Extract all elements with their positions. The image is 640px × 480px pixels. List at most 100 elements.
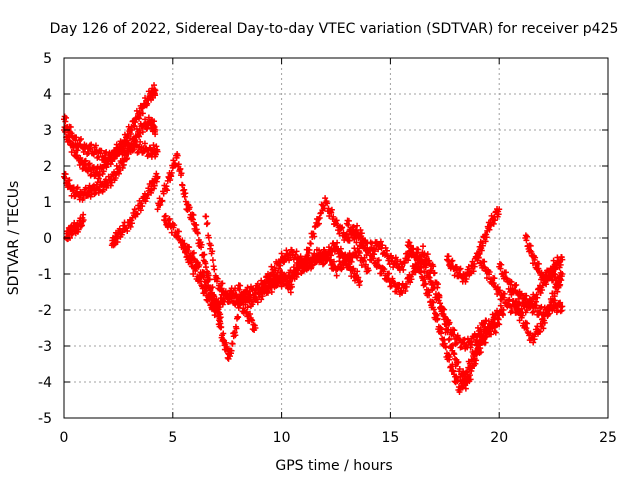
data-point	[513, 281, 520, 288]
data-point	[244, 284, 251, 291]
data-point	[198, 241, 205, 248]
data-point	[491, 275, 498, 282]
y-tick-label: 2	[43, 159, 52, 175]
data-point	[496, 287, 503, 294]
data-point	[80, 217, 87, 223]
data-point	[282, 255, 289, 262]
data-point	[218, 323, 225, 330]
data-point	[375, 257, 382, 264]
data-point	[557, 281, 564, 288]
data-point	[137, 207, 144, 214]
data-point	[268, 288, 275, 295]
data-point	[70, 142, 77, 149]
data-point	[182, 190, 189, 197]
data-point	[196, 262, 203, 269]
data-point	[535, 260, 542, 267]
data-point	[74, 152, 81, 159]
data-point	[98, 147, 105, 154]
x-tick-label: 10	[273, 430, 291, 446]
data-point	[181, 186, 188, 193]
data-point	[456, 365, 463, 372]
data-point	[455, 359, 462, 366]
data-point	[477, 332, 484, 339]
data-point	[115, 170, 122, 177]
data-point	[139, 129, 146, 136]
data-point	[119, 229, 126, 236]
data-point	[293, 267, 300, 274]
data-points	[61, 82, 566, 395]
data-point	[464, 371, 471, 378]
data-point	[88, 141, 95, 148]
data-point	[288, 283, 295, 290]
series-sat-n	[413, 246, 490, 352]
data-point	[249, 317, 256, 324]
data-point	[167, 177, 174, 184]
data-point	[488, 323, 495, 330]
data-point	[422, 280, 429, 287]
x-tick-label: 5	[168, 430, 177, 446]
data-point	[214, 275, 221, 282]
data-point	[150, 142, 157, 149]
data-point	[478, 247, 485, 254]
data-point	[482, 238, 489, 245]
data-point	[523, 233, 530, 240]
data-point	[219, 301, 226, 308]
data-point	[500, 312, 507, 319]
series-sat-e	[108, 170, 161, 249]
data-point	[369, 240, 376, 247]
data-point	[506, 296, 513, 303]
data-point	[233, 325, 240, 332]
data-point	[207, 242, 214, 249]
data-point	[491, 217, 498, 224]
data-point	[182, 198, 189, 205]
x-tick-label: 20	[490, 430, 508, 446]
data-point	[476, 250, 483, 257]
data-point	[95, 175, 102, 182]
data-point	[273, 279, 280, 286]
data-point	[424, 251, 431, 258]
data-point	[232, 332, 239, 339]
data-point	[500, 307, 507, 313]
data-point	[446, 319, 453, 326]
y-tick-label: -1	[38, 267, 52, 283]
data-point	[459, 384, 466, 391]
data-point	[530, 339, 537, 346]
data-point	[524, 320, 531, 327]
data-point	[557, 299, 564, 306]
data-point	[204, 220, 211, 227]
series-sat-b	[61, 82, 159, 182]
data-point	[420, 243, 427, 250]
data-point	[186, 204, 193, 211]
y-tick-label: 5	[43, 51, 52, 67]
data-point	[360, 237, 367, 244]
data-point	[319, 261, 326, 268]
data-point	[324, 200, 331, 207]
data-point	[467, 376, 474, 383]
data-point	[228, 347, 235, 354]
data-point	[381, 266, 388, 273]
data-point	[509, 307, 516, 314]
data-point	[449, 361, 456, 368]
data-point	[431, 284, 438, 291]
data-point	[345, 217, 352, 224]
data-point	[497, 302, 504, 309]
data-point	[211, 293, 218, 300]
data-point	[152, 87, 159, 94]
data-point	[523, 292, 530, 299]
data-point	[462, 385, 469, 392]
data-point	[547, 265, 554, 272]
data-point	[394, 256, 401, 263]
data-point	[215, 313, 222, 320]
data-point	[92, 142, 99, 149]
data-point	[384, 247, 390, 254]
data-point	[469, 358, 475, 365]
data-point	[402, 287, 409, 294]
data-point	[483, 234, 490, 241]
data-point	[532, 254, 539, 261]
data-point	[362, 261, 369, 268]
data-point	[412, 261, 419, 268]
data-point	[206, 292, 213, 299]
data-point	[307, 240, 314, 247]
data-point	[550, 297, 557, 304]
data-point	[120, 161, 127, 168]
